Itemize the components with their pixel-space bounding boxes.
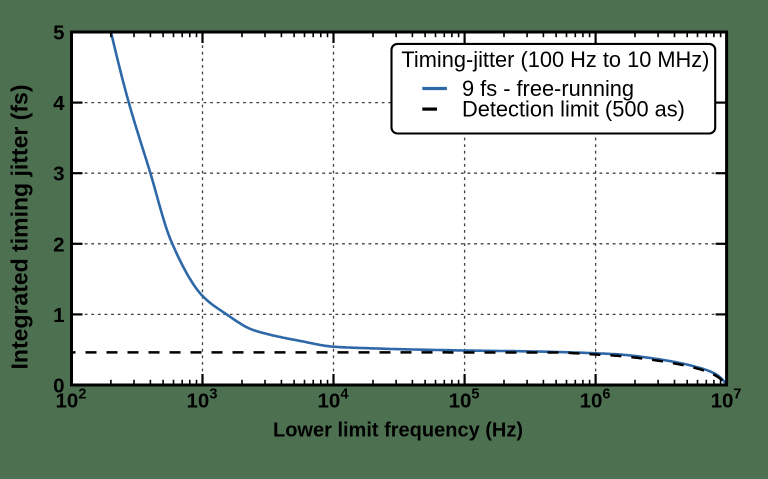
svg-text:Detection limit (500 as): Detection limit (500 as) [462,97,685,122]
svg-text:3: 3 [53,163,64,186]
svg-text:9 fs - free-running: 9 fs - free-running [462,76,634,101]
svg-text:107: 107 [711,387,742,413]
svg-text:103: 103 [187,387,218,413]
svg-text:0: 0 [53,375,64,398]
svg-text:Timing-jitter (100 Hz to 10 MH: Timing-jitter (100 Hz to 10 MHz) [401,47,709,72]
svg-text:Integrated timing jitter (fs): Integrated timing jitter (fs) [7,85,33,370]
svg-text:2: 2 [53,233,64,256]
svg-text:Lower limit frequency (Hz): Lower limit frequency (Hz) [273,420,523,442]
svg-text:1: 1 [53,304,64,327]
svg-text:4: 4 [53,92,65,115]
svg-text:5: 5 [53,22,64,45]
